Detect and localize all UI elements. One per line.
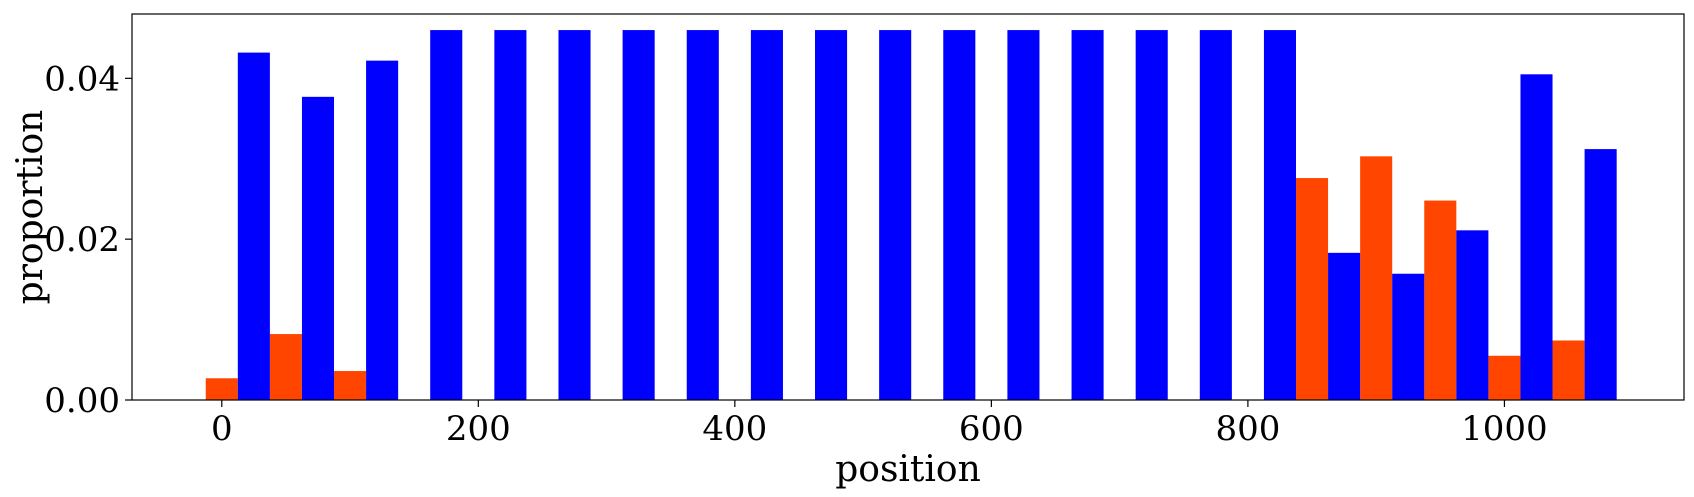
bar-series2-7 bbox=[686, 30, 719, 401]
bar-series2-3 bbox=[430, 30, 463, 401]
bar-series2-0 bbox=[237, 52, 270, 400]
bar-series1-21 bbox=[1552, 340, 1585, 400]
bar-series1-2 bbox=[334, 371, 367, 400]
x-tick-label-4: 800 bbox=[1215, 409, 1280, 449]
bar-series2-20 bbox=[1520, 74, 1553, 400]
x-tick-label-5: 1000 bbox=[1461, 409, 1548, 449]
bar-series2-10 bbox=[879, 30, 912, 401]
bar-series2-11 bbox=[943, 30, 976, 401]
bar-series2-13 bbox=[1071, 30, 1104, 401]
x-tick-label-0: 0 bbox=[211, 409, 233, 449]
x-tick-label-1: 200 bbox=[446, 409, 511, 449]
plot-frame bbox=[131, 13, 1685, 401]
bar-series2-6 bbox=[622, 30, 655, 401]
bar-series2-17 bbox=[1328, 252, 1361, 400]
x-tick-label-2: 400 bbox=[702, 409, 767, 449]
y-axis-label: proportion bbox=[10, 110, 51, 305]
x-axis-label: position bbox=[835, 449, 981, 490]
y-tick-label-1: 0.02 bbox=[44, 220, 120, 260]
bars-group bbox=[205, 30, 1617, 401]
bar-series1-18 bbox=[1360, 156, 1393, 400]
bar-series2-9 bbox=[815, 30, 848, 401]
bar-series1-1 bbox=[269, 334, 302, 400]
x-axis-ticks: 0 200 400 600 800 1000 bbox=[211, 400, 1548, 449]
y-tick-label-2: 0.04 bbox=[44, 59, 120, 99]
bar-series2-15 bbox=[1199, 30, 1232, 401]
bar-series2-16 bbox=[1263, 30, 1296, 401]
bar-series1-0 bbox=[205, 378, 238, 400]
y-axis-ticks: 0.00 0.02 0.04 bbox=[44, 59, 132, 421]
bar-series2-14 bbox=[1135, 30, 1168, 401]
bar-series2-18 bbox=[1392, 273, 1425, 400]
bar-series2-19 bbox=[1456, 230, 1489, 400]
x-tick-label-3: 600 bbox=[959, 409, 1024, 449]
bar-series2-1 bbox=[301, 96, 335, 400]
bar-series1-17 bbox=[1296, 178, 1329, 400]
bar-series2-4 bbox=[494, 30, 527, 401]
bar-series2-8 bbox=[750, 30, 783, 401]
y-tick-label-0: 0.00 bbox=[44, 381, 120, 421]
bar-series1-20 bbox=[1488, 355, 1521, 400]
bar-series2-12 bbox=[1007, 30, 1040, 401]
bar-series1-19 bbox=[1424, 200, 1457, 400]
bar-series2-5 bbox=[558, 30, 591, 401]
bar-series2-2 bbox=[366, 60, 399, 400]
bar-series2-21 bbox=[1584, 149, 1617, 400]
